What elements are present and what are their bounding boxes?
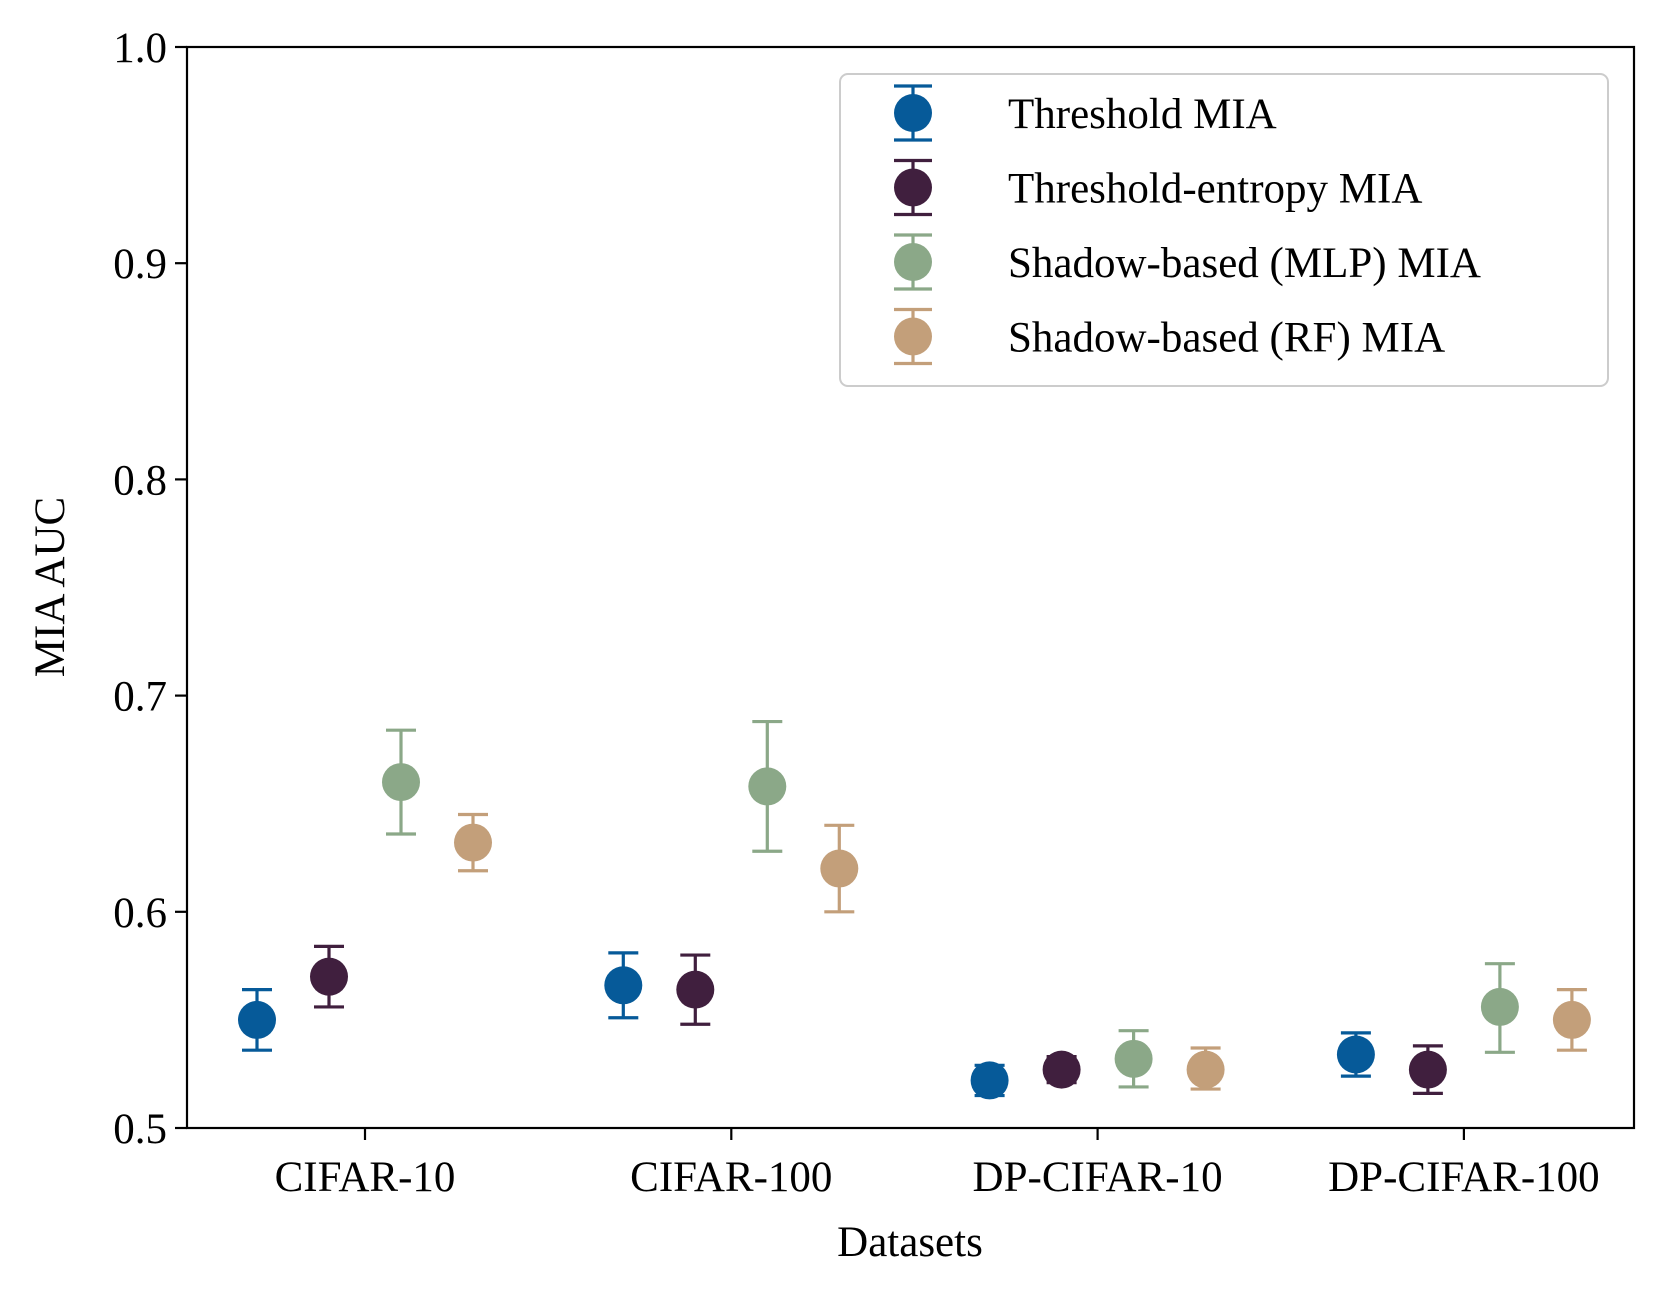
legend-item: Shadow-based (RF) MIA xyxy=(894,307,1445,366)
y-tick-label: 1.0 xyxy=(113,25,167,72)
data-point xyxy=(1186,1050,1225,1089)
plot-area-frame xyxy=(185,45,1636,1130)
data-point xyxy=(1408,1050,1447,1089)
legend-item: Shadow-based (MLP) MIA xyxy=(894,233,1481,291)
data-point xyxy=(238,1000,276,1039)
x-tick-label: CIFAR-10 xyxy=(275,1154,456,1201)
y-tick-label: 0.7 xyxy=(113,674,167,721)
legend-frame xyxy=(839,73,1609,387)
data-point xyxy=(1480,987,1519,1026)
series-group xyxy=(238,951,1375,1100)
y-tick-label: 0.5 xyxy=(113,1106,167,1153)
data-point xyxy=(748,767,787,806)
legend-label: Threshold MIA xyxy=(1008,91,1277,138)
x-axis-label: Datasets xyxy=(837,1219,983,1266)
data-marks xyxy=(238,719,1591,1100)
legend-marker xyxy=(894,243,932,281)
data-point xyxy=(1114,1039,1153,1078)
y-tick-label: 0.6 xyxy=(113,890,167,937)
x-tick-label: DP-CIFAR-10 xyxy=(973,1154,1223,1201)
data-point xyxy=(1042,1050,1081,1089)
data-point xyxy=(604,966,643,1005)
data-point xyxy=(676,970,715,1009)
y-tick-label: 0.8 xyxy=(113,457,167,504)
data-point xyxy=(1552,1000,1591,1039)
legend-marker xyxy=(894,94,932,132)
legend-marker xyxy=(894,168,932,207)
legend-item: Threshold MIA xyxy=(894,84,1277,142)
legend-label: Shadow-based (MLP) MIA xyxy=(1008,240,1481,287)
x-tick-label: CIFAR-100 xyxy=(630,1154,832,1201)
y-axis-label: MIA AUC xyxy=(27,497,74,677)
legend-item: Threshold-entropy MIA xyxy=(894,158,1422,217)
data-point xyxy=(382,763,420,802)
data-point xyxy=(310,957,348,996)
x-axis: CIFAR-10 CIFAR-100 DP-CIFAR-10 DP-CIFAR-100 xyxy=(275,1128,1600,1201)
series-group xyxy=(382,719,1519,1089)
data-point xyxy=(820,849,859,888)
legend-marker xyxy=(894,317,932,356)
data-point xyxy=(1336,1035,1375,1074)
series-group xyxy=(310,944,1447,1096)
data-point xyxy=(970,1061,1009,1100)
series-group xyxy=(454,812,1591,1091)
y-axis: 0.5 0.6 0.7 0.8 0.9 1.0 xyxy=(113,25,187,1153)
x-tick-label: DP-CIFAR-100 xyxy=(1328,1154,1600,1201)
legend: Threshold MIA Threshold-entropy MIA Shadow… xyxy=(839,73,1609,387)
legend-label: Threshold-entropy MIA xyxy=(1008,166,1422,213)
legend-label: Shadow-based (RF) MIA xyxy=(1008,315,1445,362)
y-tick-label: 0.9 xyxy=(113,241,167,288)
data-point xyxy=(454,823,492,862)
